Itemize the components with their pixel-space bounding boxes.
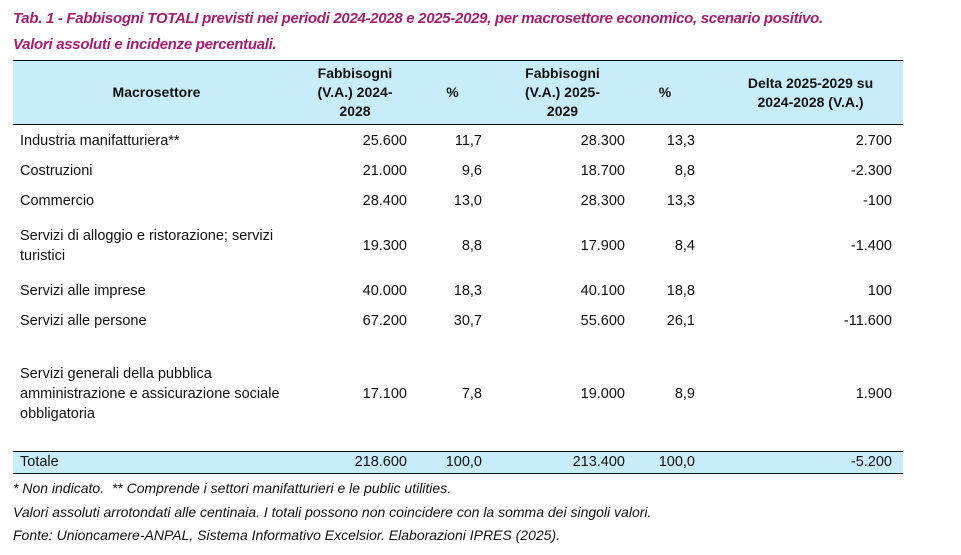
table-row: Servizi di alloggio e ristorazione; serv… <box>13 216 903 276</box>
cell-delta: -100 <box>862 193 892 209</box>
table-notes: * Non indicato. ** Comprende i settori m… <box>13 477 651 548</box>
cell-pct-2024-2028: 13,0 <box>453 193 482 209</box>
cell-pct-2025-2029: 8,9 <box>674 385 695 402</box>
table-row: Commercio 28.400 13,0 28.300 13,3 -100 <box>13 186 903 216</box>
cell-delta: 100 <box>867 283 892 299</box>
cell-pct-2024-2028: 7,8 <box>461 385 482 402</box>
cell-fabbisogni-2025-2029: 28.300 <box>580 193 625 209</box>
cell-delta: -11.600 <box>843 313 892 329</box>
cell-fabbisogni-2025-2029: 17.900 <box>580 238 625 254</box>
cell-pct-2025-2029: 100,0 <box>630 451 700 474</box>
data-table: Macrosettore Fabbisogni (V.A.) 2024-2028… <box>13 60 903 474</box>
cell-fabbisogni-2024-2028: 40.000 <box>362 283 407 299</box>
cell-fabbisogni-2024-2028: 17.100 <box>362 385 407 402</box>
header-delta: Delta 2025-2029 su 2024-2028 (V.A.) <box>700 60 903 125</box>
cell-pct-2024-2028: 9,6 <box>461 163 482 179</box>
title-line-1: Tab. 1 - Fabbisogni TOTALI previsti nei … <box>13 10 823 27</box>
title-line-2: Valori assoluti e incidenze percentuali. <box>13 36 277 53</box>
cell-sector: Totale <box>13 451 300 474</box>
cell-fabbisogni-2025-2029: 213.400 <box>495 451 630 474</box>
cell-pct-2025-2029: 8,8 <box>674 163 695 179</box>
cell-delta: 1.900 <box>855 385 892 402</box>
cell-sector: Commercio <box>20 193 95 209</box>
note-rounding: Valori assoluti arrotondati alle centina… <box>13 503 652 520</box>
table-row: Industria manifatturiera** 25.600 11,7 28.3… <box>13 125 903 157</box>
cell-pct-2024-2028: 8,8 <box>461 238 482 254</box>
cell-fabbisogni-2025-2029: 55.600 <box>580 313 625 329</box>
cell-sector: Servizi alle persone <box>20 313 147 329</box>
cell-delta: -1.400 <box>850 238 892 254</box>
cell-sector: Costruzioni <box>20 163 93 179</box>
cell-fabbisogni-2024-2028: 67.200 <box>362 313 407 329</box>
cell-sector: Servizi alle imprese <box>20 283 146 299</box>
table-row: Servizi alle persone 67.200 30,7 55.600 26,1… <box>13 306 903 336</box>
cell-pct-2024-2028: 11,7 <box>454 132 482 149</box>
table-row: Costruzioni 21.000 9,6 18.700 8,8 -2.300 <box>13 156 903 186</box>
header-macrosettore: Macrosettore <box>13 60 300 125</box>
cell-fabbisogni-2024-2028: 19.300 <box>362 238 407 254</box>
cell-pct-2024-2028: 18,3 <box>453 283 482 299</box>
cell-sector: Servizi generali della pubblica amminist… <box>20 365 280 422</box>
cell-fabbisogni-2024-2028: 28.400 <box>362 193 407 209</box>
cell-delta: -5.200 <box>700 451 903 474</box>
cell-fabbisogni-2025-2029: 18.700 <box>580 163 625 179</box>
cell-pct-2025-2029: 13,3 <box>666 132 695 149</box>
cell-fabbisogni-2025-2029: 40.100 <box>580 283 625 299</box>
header-fabbisogni-2025-2029: Fabbisogni (V.A.) 2025-2029 <box>495 60 630 125</box>
cell-fabbisogni-2025-2029: 28.300 <box>580 132 625 149</box>
cell-sector: Industria manifatturiera** <box>20 132 180 149</box>
cell-pct-2025-2029: 13,3 <box>666 193 695 209</box>
header-pct-2025-2029: % <box>630 60 700 125</box>
cell-fabbisogni-2024-2028: 21.000 <box>362 163 407 179</box>
cell-delta: 2.700 <box>855 132 892 149</box>
table-title: Tab. 1 - Fabbisogni TOTALI previsti nei … <box>13 6 823 58</box>
cell-fabbisogni-2024-2028: 218.600 <box>300 451 410 474</box>
note-source: Fonte: Unioncamere-ANPAL, Sistema Inform… <box>13 527 561 543</box>
table-row: Servizi generali della pubblica amminist… <box>13 336 903 452</box>
cell-fabbisogni-2024-2028: 25.600 <box>362 132 407 149</box>
cell-pct-2025-2029: 26,1 <box>666 313 695 329</box>
cell-pct-2025-2029: 8,4 <box>674 238 695 254</box>
header-fabbisogni-2024-2028: Fabbisogni (V.A.) 2024-2028 <box>300 60 410 125</box>
cell-pct-2024-2028: 100,0 <box>410 451 495 474</box>
cell-delta: -2.300 <box>850 163 892 179</box>
cell-pct-2025-2029: 18,8 <box>666 283 695 299</box>
note-legend: * Non indicato. ** Comprende i settori m… <box>13 480 452 496</box>
header-row: Macrosettore Fabbisogni (V.A.) 2024-2028… <box>13 60 903 125</box>
cell-sector: Servizi di alloggio e ristorazione; serv… <box>20 228 274 264</box>
table-row: Servizi alle imprese 40.000 18,3 40.100 18,8… <box>13 276 903 306</box>
cell-fabbisogni-2025-2029: 19.000 <box>580 385 625 402</box>
cell-pct-2024-2028: 30,7 <box>453 313 482 329</box>
header-pct-2024-2028: % <box>410 60 495 125</box>
total-row: Totale 218.600 100,0 213.400 100,0 -5.200 <box>13 451 903 474</box>
